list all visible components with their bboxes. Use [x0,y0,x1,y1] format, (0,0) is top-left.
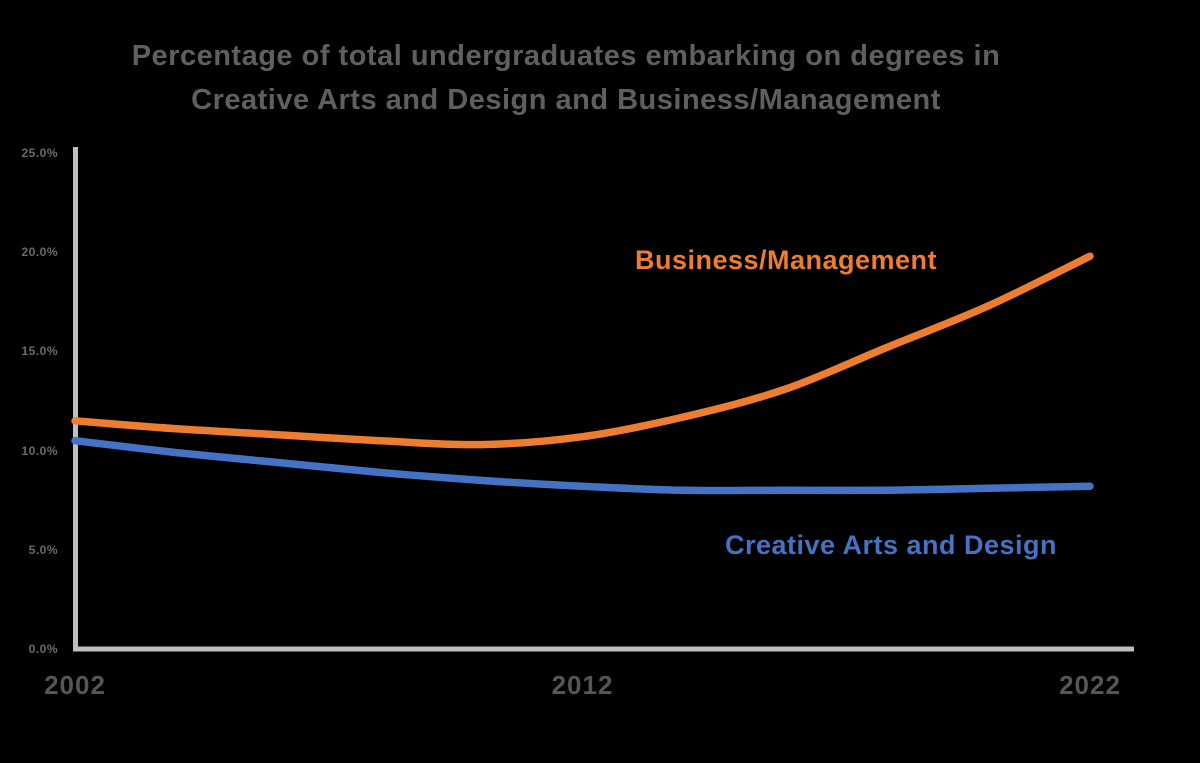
series-line-creative-arts-design [71,436,1094,495]
chart-title-line1: Percentage of total undergraduates embar… [131,40,1001,72]
y-tick-label-5: 5.0% [28,542,58,557]
series-label-creative-arts-design: Creative Arts and Design [724,530,1058,560]
chart-title-line2: Creative Arts and Design and Business/Ma… [191,84,941,116]
y-tick-label-20: 20.0% [21,245,58,260]
y-tick-label-15: 15.0% [21,344,58,359]
series-label-business-management: Business/Management [634,245,938,275]
x-tick-label-2002: 2002 [44,670,106,700]
x-tick-label-2022: 2022 [1059,670,1121,700]
y-tick-label-0: 0.0% [28,642,58,656]
chart-title: Percentage of total undergraduates embar… [0,34,1132,122]
series-line-business-management [71,252,1094,449]
x-tick-label-2012: 2012 [551,670,614,700]
y-tick-label-25: 25.0% [21,146,58,160]
y-tick-label-10: 10.0% [21,443,58,458]
